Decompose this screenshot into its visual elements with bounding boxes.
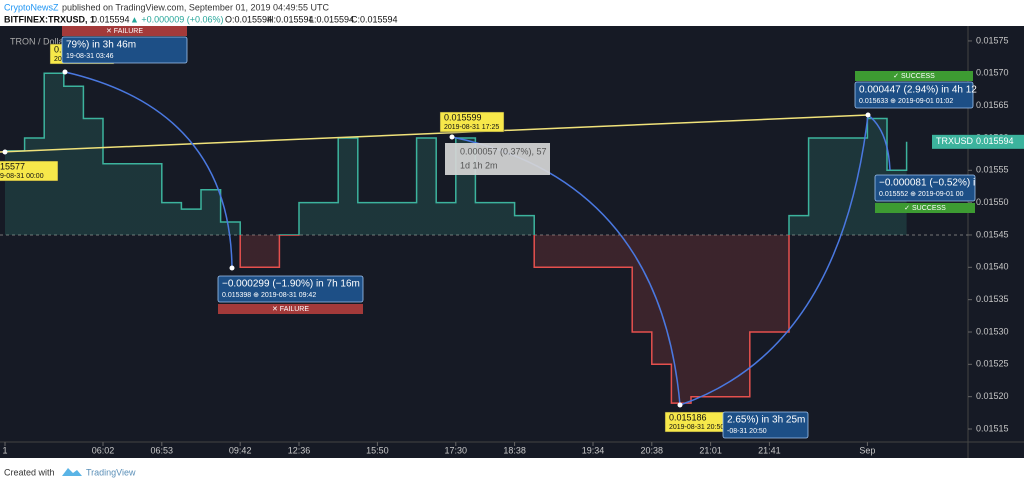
measure-box	[874, 174, 976, 202]
x-tick-label: 21:41	[758, 445, 781, 455]
symbol: BITFINEX:TRXUSD, 1	[4, 14, 95, 24]
y-tick-label: 0.01515	[976, 423, 1009, 433]
measure-change: 0.000447 (2.94%) in 4h 12	[859, 85, 977, 96]
ohlc: O:0.015594	[225, 14, 272, 24]
x-tick-label: 12:36	[288, 445, 311, 455]
area	[5, 73, 907, 404]
arc	[867, 114, 891, 171]
last-price: 0.015594	[92, 14, 130, 24]
price-tag	[932, 134, 1024, 149]
y-tick-label: 0.01570	[976, 68, 1009, 78]
axes: 0.01515 0.01520 0.01525 0.01530 0.01535 0.015…	[2, 35, 1024, 455]
anchor	[865, 112, 871, 118]
change: ▲ +0.000009 (+0.06%)	[130, 14, 223, 24]
measure-change: 2.65%) in 3h 25m	[727, 415, 805, 426]
price-tag-name: TRXUSD	[936, 136, 974, 146]
measure-change: 79%) in 3h 46m	[66, 40, 136, 51]
status-text: ✓ SUCCESS	[904, 205, 946, 212]
measure-box	[722, 411, 809, 439]
arc	[679, 114, 869, 406]
y-tick-label: 0.01530	[976, 326, 1009, 336]
price-label-price: 0.015599	[444, 112, 482, 122]
x-tick-label: 18:38	[503, 445, 526, 455]
price-tag-value: 0.015594	[976, 136, 1014, 146]
x-tick-label: 20:38	[641, 445, 664, 455]
anchor	[449, 134, 455, 140]
measure-change: −0.000299 (−1.90%) in 7h 16m	[222, 279, 360, 290]
measure-detail: 0.015552 ⊕ 2019-09-01 00	[879, 191, 964, 198]
trend-line	[0, 114, 869, 153]
price-label-date: 9-08-31 00:00	[0, 173, 44, 180]
y-tick-label: 0.01535	[976, 294, 1009, 304]
price-label-price: 0.015186	[669, 412, 707, 422]
measure-detail: -08-31 20:50	[727, 428, 767, 435]
publisher[interactable]: CryptoNewsZ	[4, 2, 59, 12]
x-tick-label: 15:50	[366, 445, 389, 455]
price-label-date: 2019-08-31 17:25	[444, 124, 499, 131]
x-tick-label: 17:30	[445, 445, 468, 455]
y-tick-label: 0.01555	[976, 165, 1009, 175]
measure-box	[61, 36, 188, 64]
measure-change: −0.000081 (−0.52%) i	[879, 178, 975, 189]
measure-box	[217, 275, 364, 303]
logo	[62, 468, 82, 476]
x-tick-label: 09:42	[229, 445, 252, 455]
status-bar	[62, 26, 187, 36]
ohlc: C:0.015594	[351, 14, 398, 24]
x-tick-label: Sep	[859, 445, 875, 455]
anchor	[2, 149, 8, 155]
x-tick-label: 19:34	[582, 445, 605, 455]
anchor	[677, 402, 683, 408]
x-tick-label: 06:02	[92, 445, 115, 455]
y-tick-label: 0.01575	[976, 35, 1009, 45]
price-label	[0, 160, 59, 182]
range-box	[445, 143, 550, 175]
status-bar	[875, 203, 975, 213]
measure-detail: 0.015633 ⊕ 2019-09-01 01:02	[859, 98, 953, 105]
footer-brand[interactable]: TradingView	[86, 467, 136, 477]
anchor	[62, 69, 68, 75]
range-bars: 1d 1h 2m	[460, 160, 498, 170]
x-tick-label: 1	[2, 445, 7, 455]
measure-box	[854, 81, 974, 109]
measure-detail: 19-08-31 03:46	[66, 53, 114, 60]
range-change: 0.000057 (0.37%), 57	[460, 146, 547, 156]
y-tick-label: 0.01520	[976, 391, 1009, 401]
footer-text: Created with	[4, 467, 55, 477]
measure-detail: 0.015398 ⊕ 2019-08-31 09:42	[222, 292, 316, 299]
y-tick-label: 0.01565	[976, 100, 1009, 110]
anchor	[229, 265, 235, 271]
y-tick-label: 0.01540	[976, 262, 1009, 272]
ohlc: H:0.015594	[267, 14, 314, 24]
price-line	[5, 72, 908, 404]
y-tick-label: 0.01550	[976, 197, 1009, 207]
price-label-price: 15577	[0, 161, 25, 171]
y-tick-label: 0.01525	[976, 359, 1009, 369]
chart-background	[0, 26, 1024, 458]
ohlc: L:0.015594	[309, 14, 354, 24]
status-text: ✓ SUCCESS	[893, 73, 935, 80]
status-text: ✕ FAILURE	[106, 28, 143, 35]
x-tick-label: 21:01	[699, 445, 722, 455]
arc	[64, 71, 233, 269]
status-text: ✕ FAILURE	[272, 306, 309, 313]
y-tick-label: 0.01545	[976, 229, 1009, 239]
plot	[0, 72, 968, 404]
published: published on TradingView.com, September …	[62, 2, 330, 12]
status-bar	[218, 304, 363, 314]
price-label	[439, 111, 505, 133]
x-tick-label: 06:53	[151, 445, 174, 455]
price-label-date: 2019-08-31 20:50	[669, 424, 724, 431]
status-bar	[855, 71, 973, 81]
